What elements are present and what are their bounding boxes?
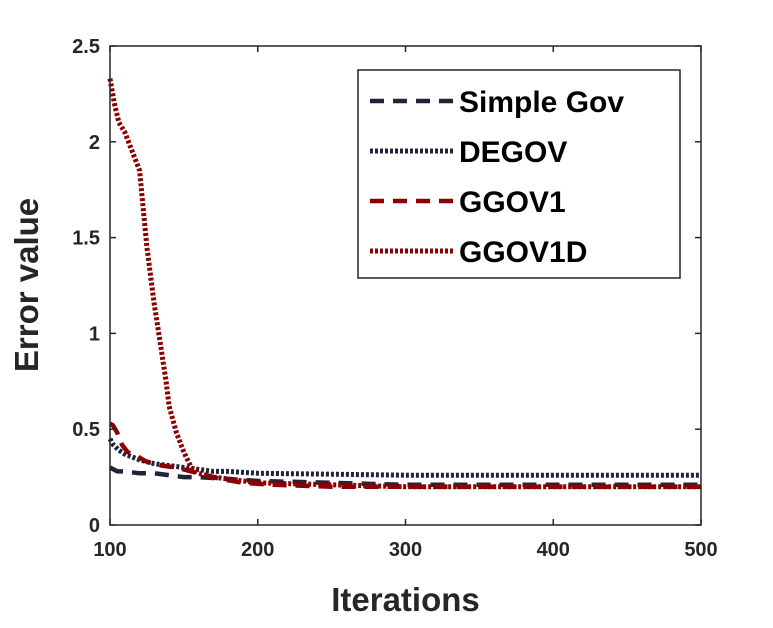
y-tick-label: 1 [89, 323, 100, 345]
y-axis-title: Error value [8, 198, 45, 372]
legend-label-ggov1d: GGOV1D [459, 236, 587, 269]
y-tick-label: 0.5 [72, 419, 100, 441]
legend-label-simple-gov: Simple Gov [459, 86, 624, 119]
y-tick-label: 1.5 [72, 228, 100, 250]
legend-label-degov: DEGOV [459, 136, 567, 169]
tick-layer: 100 200 300 400 500 0 0.5 1 1.5 2 2.5 [72, 36, 718, 561]
x-tick-label: 300 [389, 539, 422, 561]
x-axis-title: Iterations [331, 581, 480, 618]
legend: Simple Gov DEGOV GGOV1 GGOV1D [357, 69, 681, 279]
y-tick-label: 2 [89, 132, 100, 154]
x-tick-label: 400 [537, 539, 570, 561]
x-tick-label: 100 [93, 539, 126, 561]
y-tick-label: 2.5 [72, 36, 100, 58]
legend-label-ggov1: GGOV1 [459, 186, 566, 219]
series-layer [107, 78, 701, 490]
legend-box [357, 69, 681, 279]
x-tick-label: 500 [684, 539, 717, 561]
y-tick-label: 0 [89, 515, 100, 537]
x-tick-label: 200 [241, 539, 274, 561]
